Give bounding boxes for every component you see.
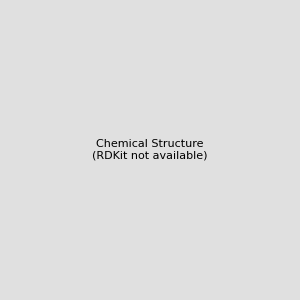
- Text: Chemical Structure
(RDKit not available): Chemical Structure (RDKit not available): [92, 139, 208, 161]
